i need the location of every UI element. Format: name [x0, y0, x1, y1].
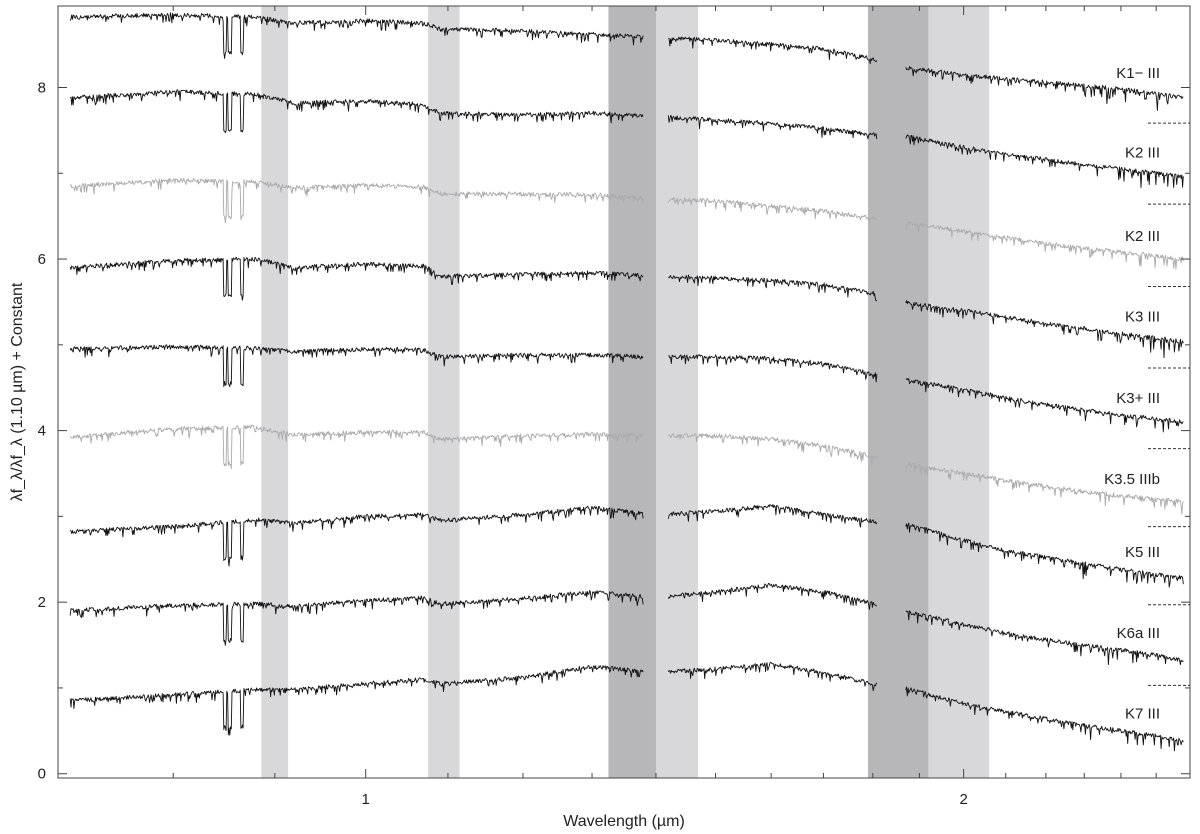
series-label-5: K3+ III [1116, 390, 1160, 407]
series-dividers [1148, 122, 1190, 686]
y-tick-label: 4 [38, 423, 46, 440]
telluric-band-4 [655, 6, 699, 778]
x-tick-label: 2 [959, 791, 967, 808]
y-tick-label: 8 [38, 79, 46, 96]
telluric-bands [261, 6, 990, 778]
series-label-9: K7 III [1125, 706, 1160, 723]
series-label-2: K2 III [1125, 144, 1160, 161]
y-tick-label: 0 [38, 766, 46, 783]
telluric-band-3 [608, 6, 656, 778]
spectrum-series-1 [69, 12, 1184, 111]
spectrum-series-6 [69, 424, 1184, 515]
series-labels: K1− III K2 III K2 III K3 III K3+ III K3.5 III… [1104, 65, 1160, 723]
spectra-series [69, 12, 1184, 752]
series-label-6: K3.5 IIIb [1104, 471, 1160, 488]
y-tick-label: 6 [38, 251, 46, 268]
spectrum-series-2 [69, 89, 1184, 188]
spectrum-series-5 [69, 344, 1184, 433]
series-label-4: K3 III [1125, 309, 1160, 326]
series-label-3: K2 III [1125, 228, 1160, 245]
series-label-7: K5 III [1125, 544, 1160, 561]
series-label-8: K6a III [1117, 625, 1160, 642]
telluric-band-2 [428, 6, 460, 778]
plot-frame [57, 5, 1191, 779]
x-tick-label: 1 [362, 791, 370, 808]
telluric-band-5 [867, 6, 929, 778]
y-tick-label: 2 [38, 594, 46, 611]
spectrum-series-7 [69, 504, 1184, 588]
spectrum-series-8 [69, 582, 1184, 666]
spectrum-series-9 [69, 661, 1184, 752]
x-axis-label: Wavelength (µm) [563, 813, 685, 830]
y-axis-label: λf_λ/λf_λ (1.10 µm) + Constant [9, 282, 26, 501]
series-label-1: K1− III [1116, 65, 1160, 82]
telluric-band-1 [261, 6, 289, 778]
spectrum-series-4 [69, 256, 1184, 359]
spectrum-series-3 [69, 177, 1184, 270]
y-axis-ticks: 0 2 4 6 8 [38, 79, 1190, 783]
